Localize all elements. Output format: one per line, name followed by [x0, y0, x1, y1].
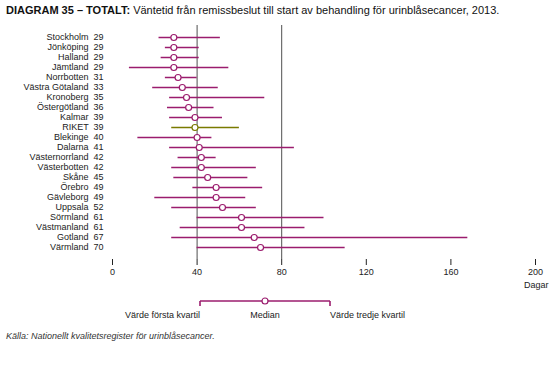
svg-text:Kalmar 39: Kalmar 39 [60, 112, 104, 122]
svg-text:40: 40 [192, 267, 202, 277]
svg-text:Blekinge 40: Blekinge 40 [54, 132, 104, 142]
svg-text:Västra Götaland 33: Västra Götaland 33 [23, 82, 103, 92]
svg-text:Jönköping 29: Jönköping 29 [47, 42, 103, 52]
svg-text:Västernorrland 42: Västernorrland 42 [29, 152, 103, 162]
svg-text:Dagar: Dagar [524, 280, 549, 290]
html-text:DIAGRAM 35 – TOTALT: Väntetid: DIAGRAM 35 – TOTALT: Väntetid från remis… [6, 4, 500, 16]
svg-text:Halland 29: Halland 29 [58, 52, 104, 62]
svg-text:Gotland 67: Gotland 67 [57, 232, 104, 242]
svg-text:160: 160 [443, 267, 458, 277]
svg-text:Värmland 70: Värmland 70 [50, 242, 104, 252]
svg-text:Östergötland 36: Östergötland 36 [37, 102, 104, 112]
svg-text:0: 0 [110, 267, 115, 277]
svg-text:200: 200 [528, 267, 543, 277]
svg-text:Norrbotten 31: Norrbotten 31 [46, 72, 104, 82]
svg-text:Kronoberg 35: Kronoberg 35 [46, 92, 103, 102]
svg-text:120: 120 [359, 267, 374, 277]
svg-text:Median: Median [250, 310, 280, 320]
svg-text:Dalarna 41: Dalarna 41 [57, 142, 104, 152]
svg-text:Västmanland 61: Västmanland 61 [36, 222, 104, 232]
svg-text:Örebro 49: Örebro 49 [60, 182, 103, 192]
svg-text:Gävleborg 49: Gävleborg 49 [47, 192, 104, 202]
svg-text:RIKET 39: RIKET 39 [62, 122, 103, 132]
svg-text:Värde första kvartil: Värde första kvartil [125, 310, 200, 320]
svg-text:Sörmland 61: Sörmland 61 [50, 212, 104, 222]
svg-text:Västerbotten 42: Västerbotten 42 [37, 162, 103, 172]
svg-text:Uppsala 52: Uppsala 52 [55, 202, 103, 212]
svg-text:Värde tredje kvartil: Värde tredje kvartil [330, 310, 405, 320]
svg-text:Jämtland 29: Jämtland 29 [52, 62, 104, 72]
svg-text:Stockholm 29: Stockholm 29 [46, 32, 103, 42]
svg-text:Skåne 45: Skåne 45 [63, 172, 104, 182]
html-text:Källa: Nationellt kvalitetsreg: Källa: Nationellt kvalitetsregister för … [6, 331, 215, 341]
svg-text:80: 80 [277, 267, 287, 277]
